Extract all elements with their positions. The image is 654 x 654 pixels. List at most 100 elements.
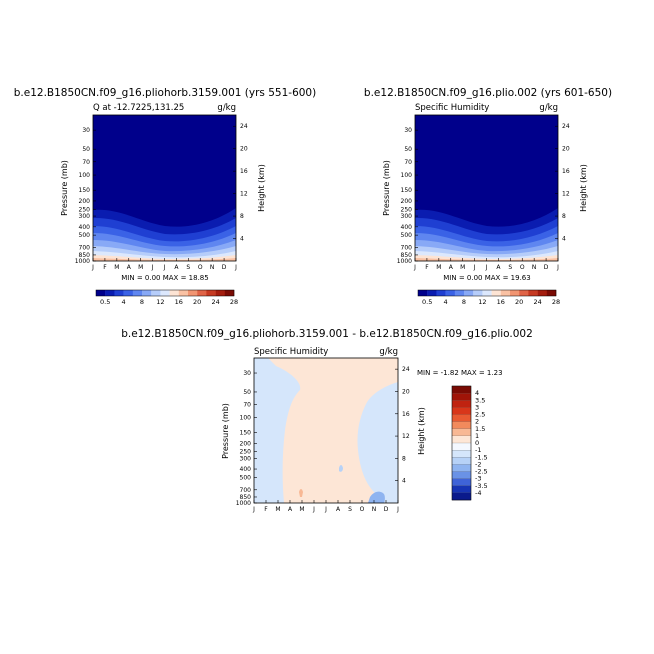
y-right-tick-label: 12 xyxy=(562,191,570,198)
y-right-tick-label: 20 xyxy=(402,388,410,395)
x-tick-label: J xyxy=(91,264,94,271)
colorbar-swatch xyxy=(464,290,474,296)
x-tick-label: A xyxy=(127,264,132,271)
colorbar-label: 0.5 xyxy=(100,298,110,306)
panel-1-left-label: Q at -12.7225,131.25 xyxy=(93,103,184,113)
x-tick-label: M xyxy=(114,264,119,271)
colorbar-swatch xyxy=(418,290,428,296)
x-tick-label: J xyxy=(234,264,237,271)
colorbar-label: -1 xyxy=(475,446,481,454)
colorbar-label: 12 xyxy=(156,298,164,306)
colorbar-swatch xyxy=(451,400,472,408)
y-tick-label: 850 xyxy=(79,252,91,259)
colorbar-swatch xyxy=(491,290,501,296)
y-tick-label: 100 xyxy=(240,415,252,422)
colorbar-swatch xyxy=(451,407,472,415)
panel-1-units-label: g/kg xyxy=(217,103,236,113)
x-tick-label: J xyxy=(163,264,166,271)
colorbar-swatch xyxy=(206,290,216,296)
y-tick-label: 850 xyxy=(401,252,413,259)
x-tick-label: J xyxy=(252,506,255,513)
y-right-tick-label: 12 xyxy=(402,433,410,440)
panel-1-min-max: MIN = 0.00 MAX = 18.85 xyxy=(121,274,208,282)
colorbar-swatch xyxy=(454,290,465,296)
colorbar-swatch xyxy=(451,421,472,430)
y-tick-label: 100 xyxy=(401,172,413,179)
colorbar-label: 2 xyxy=(475,418,479,426)
panel-3-units-label: g/kg xyxy=(379,347,398,357)
panel-2-left-label: Specific Humidity xyxy=(415,103,489,113)
y-tick-label: 30 xyxy=(82,127,90,134)
colorbar-swatch xyxy=(451,428,472,437)
y-tick-label: 700 xyxy=(240,487,252,494)
colorbar-swatch xyxy=(451,492,472,501)
colorbar-label: -3.5 xyxy=(475,482,488,490)
x-tick-label: J xyxy=(556,264,559,271)
y-tick-label: 30 xyxy=(404,127,412,134)
panel-3-right-ticks: 24 20 16 12 8 4 xyxy=(395,366,410,485)
panel-2-y-axis-label-right: Height (km) xyxy=(579,164,588,212)
panel-1-y-axis-label: Pressure (mb) xyxy=(60,160,69,216)
colorbar-swatch xyxy=(142,290,152,296)
panel-1-y-axis-label-right: Height (km) xyxy=(257,164,266,212)
colorbar-label: 4 xyxy=(122,298,126,306)
x-tick-label: D xyxy=(384,506,389,513)
x-tick-label: J xyxy=(485,264,488,271)
colorbar-label: 1 xyxy=(475,432,479,440)
panel-3-y-axis-label-right: Height (km) xyxy=(417,407,426,455)
y-tick-label: 50 xyxy=(404,146,412,153)
colorbar-swatch xyxy=(451,385,472,394)
panel-1-right-ticks: 24 20 16 12 8 4 xyxy=(233,123,248,243)
panel-2-units-label: g/kg xyxy=(539,103,558,113)
x-tick-label: J xyxy=(396,506,399,513)
colorbar-label: 12 xyxy=(478,298,486,306)
x-tick-label: A xyxy=(336,506,341,513)
colorbar-swatch xyxy=(519,290,529,296)
y-tick-label: 400 xyxy=(401,224,413,231)
colorbar-swatch xyxy=(178,290,189,296)
y-tick-label: 70 xyxy=(404,159,412,166)
colorbar-swatch xyxy=(436,290,446,296)
colorbar-swatch xyxy=(451,478,472,487)
colorbar-swatch xyxy=(160,290,170,296)
colorbar-swatch xyxy=(132,290,143,296)
colorbar-label: 3 xyxy=(475,403,479,411)
panel-2-y-axis-label: Pressure (mb) xyxy=(382,160,391,216)
y-tick-label: 700 xyxy=(79,245,91,252)
colorbar-label: 3.5 xyxy=(475,396,485,404)
x-tick-label: O xyxy=(198,264,203,271)
x-tick-label: A xyxy=(449,264,454,271)
x-tick-label: N xyxy=(210,264,215,271)
colorbar-swatch xyxy=(188,290,198,296)
y-right-tick-label: 12 xyxy=(240,191,248,198)
colorbar-label: 28 xyxy=(230,298,238,306)
colorbar-label: 8 xyxy=(140,298,144,306)
x-tick-label: M xyxy=(460,264,465,271)
x-tick-label: M xyxy=(299,506,304,513)
y-tick-label: 70 xyxy=(243,401,251,408)
y-right-tick-label: 20 xyxy=(240,146,248,153)
x-tick-label: J xyxy=(312,506,315,513)
y-right-tick-label: 24 xyxy=(402,366,410,373)
x-tick-label: F xyxy=(264,506,268,513)
panel-1-colorbar: 0.5 4 8 12 16 20 24 28 xyxy=(95,289,238,306)
colorbar-swatch xyxy=(451,442,472,451)
x-tick-label: J xyxy=(324,506,327,513)
y-right-tick-label: 8 xyxy=(402,455,406,462)
y-tick-label: 1000 xyxy=(397,258,412,265)
colorbar-swatch xyxy=(537,290,547,296)
y-tick-label: 500 xyxy=(240,474,252,481)
colorbar-swatch xyxy=(510,290,520,296)
x-tick-label: D xyxy=(544,264,549,271)
colorbar-label: 4 xyxy=(444,298,448,306)
x-tick-label: M xyxy=(436,264,441,271)
colorbar-swatch xyxy=(215,290,225,296)
colorbar-swatch xyxy=(197,290,207,296)
y-tick-label: 400 xyxy=(240,466,252,473)
y-right-tick-label: 16 xyxy=(402,411,410,418)
panel-3-colorbar: 43.532.521.510-1-1.5-2-2.5-3-3.5-4 xyxy=(451,385,488,501)
x-tick-label: S xyxy=(348,506,352,513)
